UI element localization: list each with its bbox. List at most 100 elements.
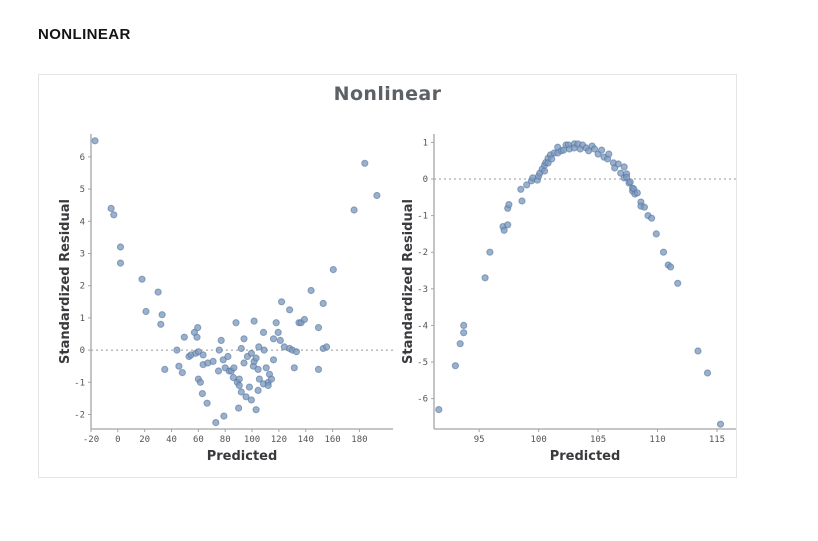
scatter-plot-left: -20 0 20 40 60 80 100 120 140 160 180 -2 -1 0 1 2 3 4 5 6 Pr… xyxy=(58,134,393,464)
y-tick-label: 5 xyxy=(80,185,85,195)
data-point xyxy=(199,351,207,359)
x-tick-label: 95 xyxy=(474,435,485,445)
data-point xyxy=(278,298,286,306)
x-tick-label: 105 xyxy=(590,435,606,445)
data-point xyxy=(626,178,634,186)
y-axis-title: Standardized Residual xyxy=(401,199,416,364)
data-point xyxy=(505,201,513,209)
data-point xyxy=(255,343,263,351)
data-point xyxy=(314,324,323,332)
y-tick-label: 1 xyxy=(423,138,428,148)
data-point xyxy=(623,173,631,181)
data-point xyxy=(286,306,294,314)
data-point xyxy=(154,288,162,296)
data-point xyxy=(614,160,622,168)
data-point xyxy=(504,221,512,229)
data-point xyxy=(247,349,255,357)
data-point xyxy=(252,354,260,362)
scatter-plot-right: 95 100 105 110 115 -6 -5 -4 -3 -2 -1 0 1 Predicted Sta… xyxy=(401,134,736,464)
data-point xyxy=(158,311,166,319)
data-point xyxy=(435,406,443,414)
x-tick-label: 110 xyxy=(649,435,665,445)
data-point xyxy=(274,328,282,336)
data-point xyxy=(259,328,268,336)
data-point xyxy=(290,364,298,372)
data-point xyxy=(548,155,556,163)
y-tick-label: 0 xyxy=(80,346,85,356)
data-point xyxy=(648,214,656,222)
y-axis-title: Standardized Residual xyxy=(58,199,73,364)
x-tick-label: 40 xyxy=(166,435,177,445)
x-tick-label: 100 xyxy=(244,435,260,445)
data-point xyxy=(252,406,260,414)
data-point xyxy=(237,344,245,353)
data-point xyxy=(219,356,227,364)
data-point xyxy=(194,324,202,332)
data-point xyxy=(269,335,278,343)
data-point xyxy=(272,319,280,327)
data-point xyxy=(703,369,712,377)
chart-title: Nonlinear xyxy=(333,83,442,105)
data-point xyxy=(242,393,250,401)
y-tick-label: 0 xyxy=(423,175,428,185)
data-point xyxy=(116,243,125,251)
data-point xyxy=(220,412,228,420)
data-point xyxy=(598,146,606,154)
y-tick-label: -4 xyxy=(417,321,428,331)
data-point xyxy=(451,362,459,370)
y-tick-label: -2 xyxy=(417,248,428,258)
y-tick-label: -3 xyxy=(417,285,428,295)
data-point xyxy=(254,365,262,373)
data-point xyxy=(716,420,725,428)
data-point xyxy=(373,191,381,200)
data-point xyxy=(232,319,240,327)
x-tick-label: 120 xyxy=(271,435,287,445)
data-point xyxy=(523,181,531,189)
data-point xyxy=(138,275,146,283)
x-tick-label: 160 xyxy=(324,435,340,445)
data-point xyxy=(652,230,660,238)
data-point xyxy=(518,197,526,205)
x-tick-label: 140 xyxy=(298,435,314,445)
data-point xyxy=(110,211,118,219)
data-point xyxy=(267,375,276,383)
data-point xyxy=(245,383,253,391)
data-point xyxy=(633,189,641,197)
data-point xyxy=(460,321,468,329)
data-point xyxy=(209,357,217,365)
x-tick-label: 80 xyxy=(220,435,231,445)
x-tick-label: 0 xyxy=(115,435,120,445)
data-point xyxy=(198,390,206,398)
y-tick-label: -2 xyxy=(74,411,85,421)
data-point xyxy=(91,137,99,145)
x-axis-title: Predicted xyxy=(207,449,278,464)
data-point xyxy=(694,347,702,355)
data-point xyxy=(178,369,186,377)
y-tick-label: -1 xyxy=(74,378,85,388)
x-axis-title: Predicted xyxy=(550,449,621,464)
x-tick-label: 100 xyxy=(530,435,546,445)
data-point xyxy=(517,185,525,193)
data-point xyxy=(323,343,331,351)
data-point xyxy=(173,346,181,354)
scatter-charts-canvas: -20 0 20 40 60 80 100 120 140 160 180-2-10123456Pr… xyxy=(58,134,736,464)
data-point xyxy=(541,167,549,175)
y-tick-label: -5 xyxy=(417,358,428,368)
data-point xyxy=(235,375,243,383)
data-point xyxy=(500,226,508,234)
data-point xyxy=(235,381,243,390)
data-point xyxy=(255,375,263,383)
data-point xyxy=(292,348,300,356)
data-point xyxy=(667,263,675,271)
data-point xyxy=(460,329,468,337)
data-point xyxy=(196,378,204,386)
x-tick-label: 115 xyxy=(709,435,725,445)
data-point xyxy=(254,386,262,394)
data-point xyxy=(237,388,245,396)
data-point xyxy=(300,315,308,324)
data-point xyxy=(235,404,243,412)
data-point xyxy=(212,419,220,427)
data-point xyxy=(247,396,255,404)
y-tick-label: 1 xyxy=(80,314,85,324)
data-point xyxy=(264,381,272,390)
